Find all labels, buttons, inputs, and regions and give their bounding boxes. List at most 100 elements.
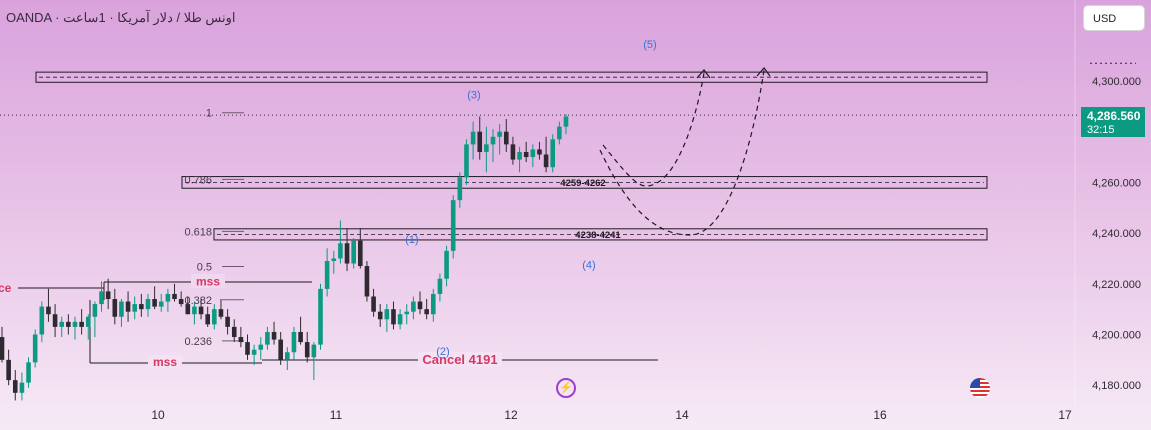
wave-labels: (1) (2) (3) (4) (5) <box>405 39 656 358</box>
candle-body <box>404 311 410 315</box>
last-price-tag: 4,286.560 32:15 <box>1081 107 1145 137</box>
candle-body <box>537 149 542 155</box>
candle <box>152 286 157 310</box>
zones: 4259-4262 4238-4241 <box>35 71 988 241</box>
currency-button[interactable]: USD <box>1083 5 1145 31</box>
axes: 4,180.000 4,200.000 4,220.000 4,240.000 4,26… <box>151 62 1141 422</box>
candle <box>99 281 104 312</box>
candle-body <box>470 131 476 145</box>
candle <box>139 293 144 317</box>
candle-body <box>424 309 429 315</box>
candle-body <box>185 304 191 315</box>
y-tick-label: 4,200.000 <box>1092 330 1141 342</box>
candle <box>490 129 496 163</box>
candle-body <box>444 250 449 279</box>
candle <box>537 141 542 160</box>
candle-body <box>530 149 536 158</box>
candle-body <box>291 331 297 353</box>
candle <box>484 126 489 173</box>
candle <box>59 316 65 338</box>
us-flag-icon[interactable] <box>970 378 990 398</box>
candle <box>543 136 549 173</box>
candle <box>318 283 323 350</box>
projection-path-b <box>599 69 765 236</box>
candle <box>457 172 463 208</box>
candle <box>371 288 376 317</box>
candle <box>397 309 403 330</box>
wave-label: (5) <box>643 39 656 51</box>
candle-body <box>397 314 403 325</box>
candle <box>145 293 151 317</box>
candle-body <box>517 151 522 160</box>
candle <box>218 299 224 320</box>
last-price: 4,286.560 <box>1087 109 1141 123</box>
candle <box>470 121 476 160</box>
candle-body <box>543 154 549 168</box>
candle-body <box>331 258 337 261</box>
candle <box>258 337 264 360</box>
cancel-text: Cancel 4191 <box>422 352 497 367</box>
candle <box>205 306 210 327</box>
candle-body <box>225 316 230 327</box>
candle-body <box>32 334 38 363</box>
candle-body <box>119 301 124 317</box>
wave-label: (4) <box>582 260 595 272</box>
candles <box>0 113 569 401</box>
candle-body <box>112 299 118 317</box>
candle-body <box>231 326 237 338</box>
candle-body <box>251 349 257 355</box>
lightning-icon[interactable]: ⚡ <box>556 378 576 398</box>
candle-body <box>66 321 71 327</box>
candle-body <box>358 240 363 267</box>
candle <box>358 228 363 269</box>
fib-label: 0.236 <box>184 336 212 348</box>
edge-text: ce <box>0 281 12 295</box>
fib-label: 1 <box>206 108 212 120</box>
x-tick-label: 17 <box>1058 408 1072 422</box>
arrow-head-a <box>696 69 711 79</box>
fib-label: 0.786 <box>184 174 212 186</box>
candle <box>510 136 516 165</box>
candle-body <box>563 116 569 127</box>
wave-label: (2) <box>436 346 449 358</box>
x-tick-label: 14 <box>675 408 689 422</box>
x-tick-label: 10 <box>151 408 165 422</box>
x-tick-label: 11 <box>330 408 343 422</box>
y-tick-label: 4,180.000 <box>1092 380 1141 392</box>
y-tick-label: 4,300.000 <box>1092 76 1141 88</box>
candle <box>85 314 91 340</box>
candle <box>198 299 204 320</box>
candle <box>298 316 303 345</box>
candle <box>132 296 138 320</box>
candle <box>165 288 171 312</box>
candle-body <box>39 306 45 335</box>
x-tick-label: 16 <box>873 408 887 422</box>
candle-body <box>304 342 310 358</box>
candle <box>192 301 197 325</box>
candle-body <box>391 309 396 325</box>
candle <box>6 349 11 386</box>
candle-body <box>278 339 283 360</box>
candle-body <box>258 344 264 350</box>
candle <box>26 357 31 388</box>
candle-body <box>0 337 5 360</box>
candle-body <box>510 144 516 160</box>
candle-body <box>218 309 224 317</box>
candle-body <box>26 362 31 383</box>
candle-body <box>298 331 303 343</box>
x-tick-label: 12 <box>504 408 518 422</box>
candle <box>66 314 71 335</box>
candle-body <box>79 321 84 327</box>
candle-body <box>430 293 436 315</box>
candle <box>285 347 290 370</box>
candle-body <box>72 321 78 327</box>
candle <box>105 278 111 310</box>
candle <box>324 248 330 297</box>
candle <box>185 296 191 315</box>
candle <box>158 293 164 312</box>
candle <box>464 139 469 185</box>
candle <box>391 301 396 330</box>
cancel-bg <box>418 352 502 367</box>
candle-body <box>245 342 250 355</box>
